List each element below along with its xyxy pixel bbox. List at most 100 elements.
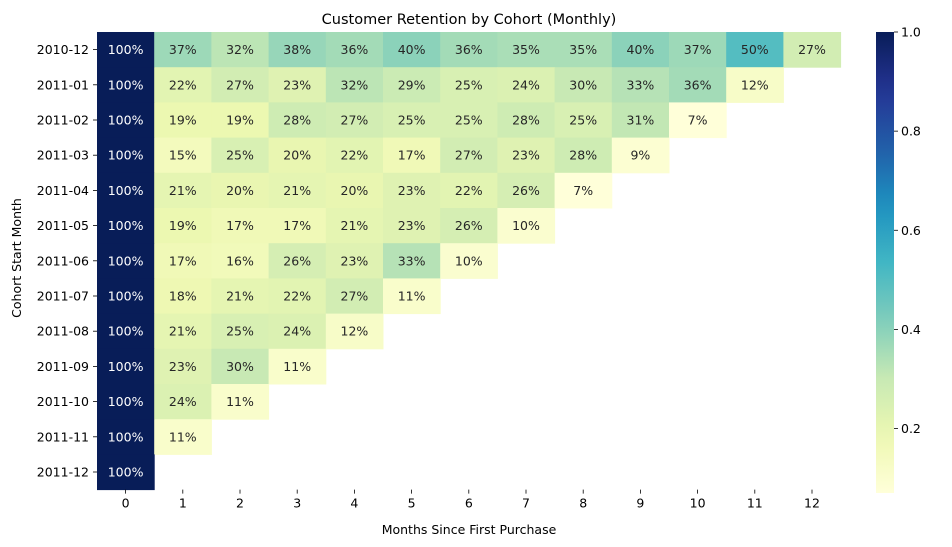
heatmap-cell bbox=[554, 137, 613, 174]
cell-value-label: 7% bbox=[573, 183, 593, 198]
heatmap-cell bbox=[154, 348, 212, 385]
x-axis-ticks: 0 1 2 3 4 5 6 7 8 9 10 11 12 bbox=[122, 489, 820, 511]
cell-value-label: 20% bbox=[226, 183, 254, 198]
cell-value-label: 32% bbox=[341, 77, 369, 92]
colorbar-gradient bbox=[876, 32, 894, 493]
heatmap-cell bbox=[383, 137, 441, 174]
cell-value-label: 11% bbox=[283, 359, 311, 374]
cell-value-label: 20% bbox=[283, 148, 311, 163]
cell-value-label: 100% bbox=[108, 42, 144, 57]
cell-value-label: 23% bbox=[512, 148, 540, 163]
x-tick-label: 0 bbox=[122, 496, 130, 511]
cell-value-label: 23% bbox=[398, 183, 426, 198]
cell-value-label: 22% bbox=[455, 183, 483, 198]
heatmap-cell bbox=[97, 137, 155, 174]
cell-value-label: 26% bbox=[512, 183, 540, 198]
heatmap-cell bbox=[154, 384, 212, 420]
cell-value-label: 10% bbox=[455, 253, 483, 268]
cell-value-label: 17% bbox=[226, 218, 254, 233]
cell-value-label: 11% bbox=[169, 429, 197, 444]
cell-value-label: 32% bbox=[226, 42, 254, 57]
cell-value-label: 100% bbox=[108, 183, 144, 198]
heatmap-cell bbox=[383, 243, 441, 279]
heatmap-cell bbox=[497, 102, 556, 139]
heatmap-cell bbox=[726, 32, 784, 68]
chart-title: Customer Retention by Cohort (Monthly) bbox=[322, 12, 617, 28]
cell-value-label: 25% bbox=[226, 148, 254, 163]
cell-value-label: 100% bbox=[108, 253, 144, 268]
heatmap-cell bbox=[154, 102, 212, 139]
cell-value-label: 22% bbox=[341, 148, 369, 163]
heatmap-cell bbox=[497, 32, 556, 68]
cell-value-label: 33% bbox=[627, 77, 655, 92]
cell-value-label: 100% bbox=[108, 289, 144, 304]
cell-value-label: 25% bbox=[569, 113, 597, 128]
cell-value-label: 100% bbox=[108, 465, 144, 480]
cell-value-label: 27% bbox=[455, 148, 483, 163]
heatmap-cell bbox=[268, 348, 327, 385]
heatmap-cell bbox=[97, 454, 155, 491]
x-tick-label: 8 bbox=[579, 496, 587, 511]
heatmap-cell bbox=[211, 32, 270, 68]
y-tick-label: 2011-11 bbox=[37, 429, 89, 444]
cell-value-label: 100% bbox=[108, 359, 144, 374]
cell-value-label: 100% bbox=[108, 324, 144, 339]
x-axis-label: Months Since First Purchase bbox=[382, 522, 557, 537]
heatmap-cell bbox=[669, 32, 727, 68]
x-tick-label: 3 bbox=[293, 496, 301, 511]
cell-value-label: 37% bbox=[684, 42, 712, 57]
cell-value-label: 21% bbox=[169, 324, 197, 339]
cell-value-label: 17% bbox=[398, 148, 426, 163]
heatmap-cell bbox=[154, 137, 212, 174]
heatmap-cell bbox=[211, 102, 270, 139]
cell-value-label: 27% bbox=[798, 42, 826, 57]
heatmap-cell bbox=[325, 208, 384, 244]
heatmap-cell bbox=[611, 137, 670, 174]
heatmap-cell bbox=[726, 67, 784, 103]
x-tick-label: 5 bbox=[408, 496, 416, 511]
x-tick-label: 9 bbox=[636, 496, 644, 511]
cell-value-label: 19% bbox=[226, 113, 254, 128]
heatmap-cell bbox=[611, 102, 670, 139]
heatmap-cell bbox=[268, 313, 327, 350]
heatmap-cell bbox=[497, 208, 556, 244]
heatmap-cell bbox=[211, 137, 270, 174]
cell-value-label: 22% bbox=[283, 289, 311, 304]
heatmap-cell bbox=[440, 243, 498, 279]
heatmap-cell bbox=[325, 67, 384, 103]
heatmap-cell bbox=[268, 137, 327, 174]
cell-value-label: 21% bbox=[341, 218, 369, 233]
heatmap-cell bbox=[97, 419, 155, 455]
y-tick-label: 2011-05 bbox=[37, 218, 89, 233]
heatmap-cell bbox=[268, 208, 327, 244]
colorbar-tick-label: 0.2 bbox=[901, 421, 921, 436]
colorbar-tick-label: 0.6 bbox=[901, 223, 921, 238]
heatmap-cell bbox=[325, 137, 384, 174]
heatmap-cell bbox=[383, 208, 441, 244]
cell-value-label: 26% bbox=[283, 253, 311, 268]
colorbar: 0.2 0.4 0.6 0.8 1.0 bbox=[876, 25, 921, 493]
cell-value-label: 17% bbox=[283, 218, 311, 233]
heatmap-cell bbox=[268, 32, 327, 68]
heatmap-cell bbox=[383, 102, 441, 139]
cell-value-label: 27% bbox=[226, 77, 254, 92]
heatmap-cell bbox=[154, 67, 212, 103]
cell-value-label: 36% bbox=[455, 42, 483, 57]
cell-value-label: 100% bbox=[108, 218, 144, 233]
cell-value-label: 22% bbox=[169, 77, 197, 92]
cell-value-label: 9% bbox=[630, 148, 650, 163]
heatmap-cell bbox=[97, 32, 155, 68]
heatmap-cell bbox=[440, 32, 498, 68]
heatmap-cell bbox=[325, 102, 384, 139]
heatmap-cell bbox=[97, 313, 155, 350]
heatmap-cell bbox=[383, 172, 441, 209]
heatmap-cell bbox=[211, 278, 270, 315]
heatmap-cell bbox=[97, 278, 155, 315]
cell-value-label: 12% bbox=[741, 77, 769, 92]
heatmap-cell bbox=[154, 32, 212, 68]
heatmap-cell bbox=[669, 67, 727, 103]
heatmap-cell bbox=[383, 278, 441, 315]
heatmap-cell bbox=[669, 102, 727, 139]
cell-value-label: 20% bbox=[341, 183, 369, 198]
